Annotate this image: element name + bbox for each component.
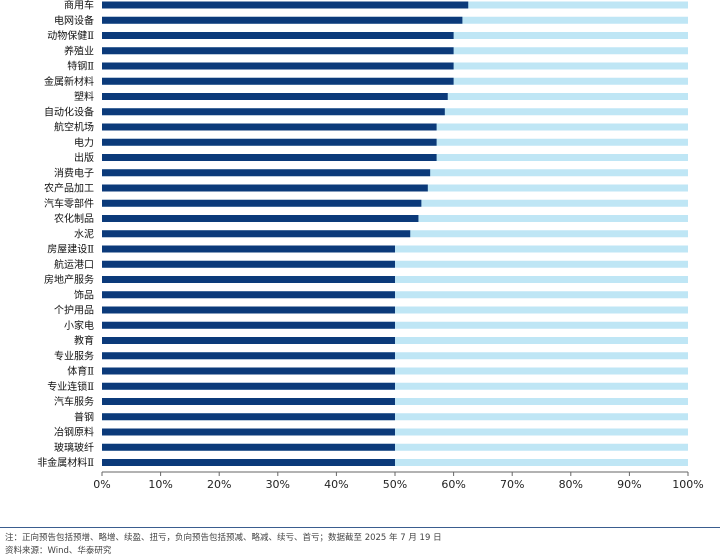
bar-positive — [102, 215, 419, 222]
x-tick-label: 40% — [324, 478, 348, 491]
category-label: 饰品 — [74, 288, 94, 301]
category-label: 小家电 — [64, 319, 94, 332]
bar-positive — [102, 230, 411, 238]
bar-positive — [102, 108, 445, 116]
x-tick-label: 10% — [148, 478, 172, 491]
x-tick-labels-group: 0% 10% 20% 30% 40% 50% 60% 70% 80% 90% 100% — [93, 472, 704, 491]
bar-positive — [102, 367, 395, 375]
bar-positive — [102, 123, 437, 131]
source-text: 资料来源：Wind、华泰研究 — [5, 546, 112, 556]
bar-positive — [102, 459, 395, 466]
category-label: 普钢 — [74, 410, 94, 423]
category-label: 航运港口 — [54, 258, 94, 271]
bar-positive — [102, 169, 431, 177]
x-tick-label: 80% — [559, 478, 583, 491]
category-label: 电力 — [74, 136, 94, 149]
category-label: 专业服务 — [54, 349, 94, 362]
category-label: 出版 — [74, 151, 94, 164]
bar-positive — [102, 77, 454, 85]
bar-positive — [102, 306, 395, 314]
category-label: 水泥 — [74, 227, 94, 240]
bar-positive — [102, 428, 395, 436]
x-tick-label: 30% — [266, 478, 290, 491]
footer-divider — [0, 527, 720, 528]
bar-positive — [102, 154, 437, 161]
category-label: 汽车零部件 — [44, 197, 94, 210]
category-label: 冶钢原料 — [54, 426, 94, 439]
bar-positive — [102, 291, 395, 299]
x-tick-label: 0% — [93, 478, 110, 491]
bar-positive — [102, 184, 428, 192]
bar-positive — [102, 337, 395, 344]
category-label: 塑料 — [74, 90, 94, 103]
x-tick-label: 60% — [441, 478, 465, 491]
bar-positive — [102, 276, 395, 283]
category-label: 航空机场 — [54, 121, 94, 134]
category-label: 教育 — [74, 334, 94, 347]
x-tick-label: 50% — [383, 478, 407, 491]
category-label: 动物保健Ⅱ — [47, 29, 94, 42]
bar-positive — [102, 382, 395, 390]
x-tick-label: 90% — [617, 478, 641, 491]
bar-positive — [102, 245, 395, 253]
bar-positive — [102, 352, 395, 360]
category-label: 金属新材料 — [44, 75, 94, 88]
bar-positive — [102, 398, 395, 405]
category-label: 特钢Ⅱ — [67, 60, 94, 73]
bar-positive — [102, 1, 469, 9]
category-label: 商用车 — [64, 0, 94, 12]
footnote-text: 注：正向预告包括预增、略增、续盈、扭亏，负向预告包括预减、略减、续亏、首亏；数据… — [5, 533, 442, 543]
category-label: 房屋建设Ⅱ — [47, 243, 94, 256]
category-label: 非金属材料Ⅱ — [37, 456, 94, 469]
bar-positive — [102, 32, 454, 39]
bar-positive — [102, 47, 454, 55]
category-label: 房地产服务 — [44, 273, 94, 286]
bar-positive — [102, 16, 463, 24]
bar-positive — [102, 321, 395, 329]
category-label: 汽车服务 — [54, 395, 94, 408]
category-label: 个护用品 — [54, 304, 94, 317]
bar-positive — [102, 413, 395, 421]
x-tick-label: 70% — [500, 478, 524, 491]
category-label: 专业连锁Ⅱ — [47, 380, 94, 393]
category-label: 电网设备 — [54, 14, 94, 27]
category-label: 消费电子 — [54, 166, 94, 179]
bar-positive — [102, 62, 454, 70]
x-tick-label: 100% — [672, 478, 703, 491]
category-label: 养殖业 — [64, 44, 94, 57]
positive-bars-group — [102, 1, 469, 466]
category-label: 体育Ⅱ — [67, 365, 94, 378]
bar-positive — [102, 199, 422, 207]
bar-positive — [102, 138, 437, 146]
category-label: 玻璃玻纤 — [54, 441, 94, 454]
bar-positive — [102, 443, 395, 451]
x-tick-label: 20% — [207, 478, 231, 491]
category-label: 农产品加工 — [44, 182, 94, 195]
category-label: 农化制品 — [54, 212, 94, 225]
bar-positive — [102, 93, 448, 100]
bar-positive — [102, 260, 395, 268]
category-label: 自动化设备 — [44, 105, 94, 118]
